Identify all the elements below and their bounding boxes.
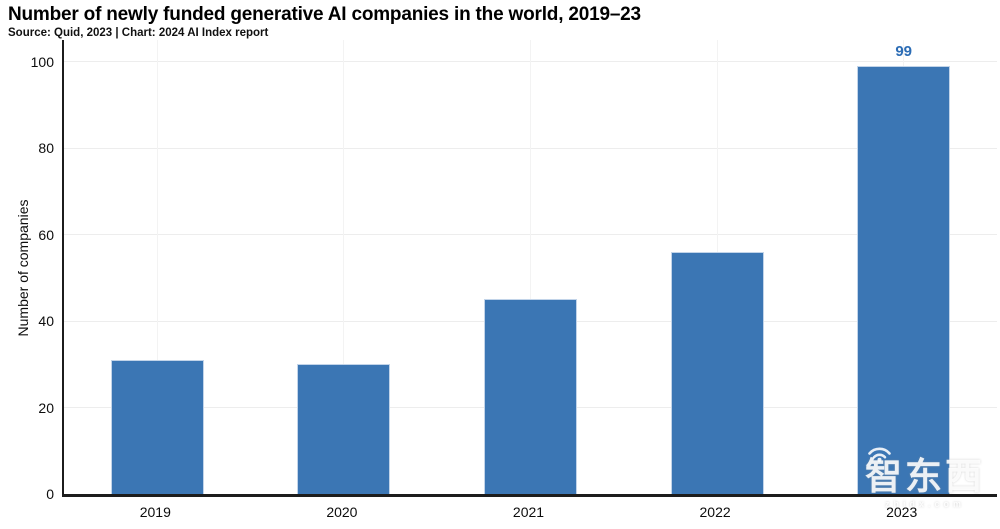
bar-2019 — [110, 359, 204, 494]
y-tick-label: 40 — [38, 313, 54, 329]
y-tick-label: 60 — [38, 227, 54, 243]
plot-area: 99 — [62, 40, 997, 497]
bar-2022 — [670, 251, 764, 494]
x-axis-tick-labels: 2019 2020 2021 2022 2023 — [62, 504, 997, 526]
bar-2020 — [297, 364, 391, 494]
y-tick-label: 20 — [38, 400, 54, 416]
x-gridline — [343, 40, 345, 494]
x-gridline — [156, 40, 158, 494]
bar-2023 — [857, 65, 951, 494]
x-tick-label: 2020 — [326, 504, 358, 520]
y-tick-label: 0 — [46, 486, 54, 502]
y-tick-label: 100 — [30, 54, 54, 70]
bar-value-label: 99 — [895, 42, 913, 60]
x-tick-label: 2021 — [512, 504, 545, 520]
x-tick-label: 2023 — [886, 504, 918, 520]
x-gridline — [530, 40, 531, 494]
y-tick-label: 80 — [38, 140, 54, 156]
y-axis-tick-labels: 0 20 40 60 80 100 — [0, 40, 54, 502]
bar-2021 — [484, 299, 577, 494]
chart-title: Number of newly funded generative AI com… — [8, 4, 641, 25]
chart-source: Source: Quid, 2023 | Chart: 2024 AI Inde… — [8, 27, 269, 39]
x-tick-label: 2022 — [699, 504, 731, 520]
x-tick-label: 2019 — [139, 504, 171, 520]
